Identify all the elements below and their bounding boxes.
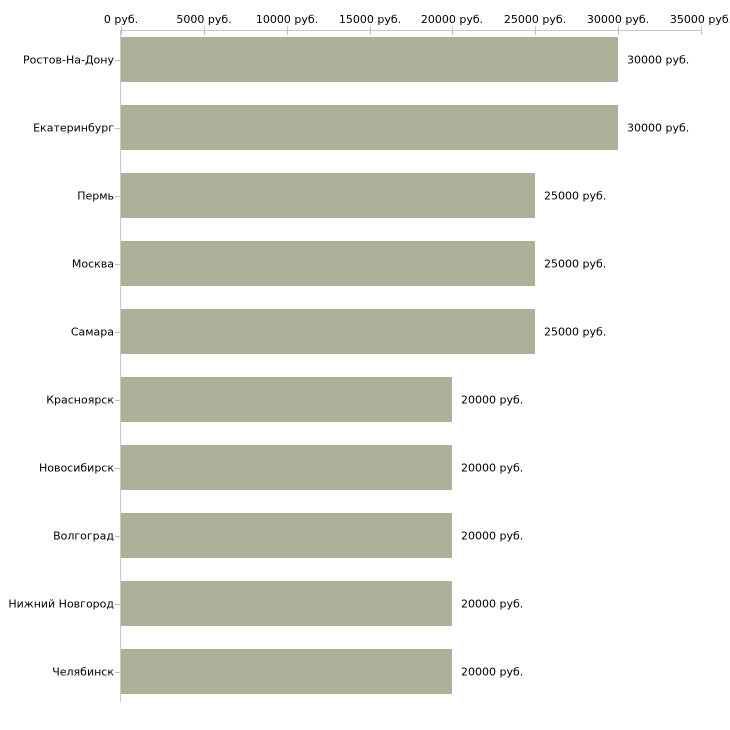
x-axis-tick (287, 26, 288, 35)
y-axis-tick (115, 332, 121, 333)
value-label: 20000 руб. (461, 461, 524, 474)
bar (121, 513, 452, 558)
value-label: 25000 руб. (544, 189, 607, 202)
x-axis-tick (618, 26, 619, 35)
x-axis-tick-label: 20000 руб. (420, 13, 484, 26)
category-label: Екатеринбург (33, 121, 114, 134)
value-label: 20000 руб. (461, 597, 524, 610)
category-label: Ростов-На-Дону (22, 53, 114, 66)
x-axis-tick (535, 26, 536, 35)
x-axis-tick-label: 30000 руб. (586, 13, 650, 26)
bar (121, 173, 535, 218)
y-axis-line (120, 30, 121, 702)
x-axis-tick-label: 5000 руб. (176, 13, 232, 26)
x-axis-tick-label: 35000 руб. (669, 13, 730, 26)
x-axis-tick-label: 0 руб. (103, 13, 139, 26)
y-axis-tick (115, 672, 121, 673)
y-axis-tick (115, 468, 121, 469)
bar (121, 581, 452, 626)
bar (121, 445, 452, 490)
y-axis-tick (115, 196, 121, 197)
bar (121, 37, 618, 82)
x-axis-tick-label: 10000 руб. (255, 13, 319, 26)
category-label: Челябинск (52, 665, 114, 678)
category-label: Нижний Новгород (8, 597, 114, 610)
value-label: 30000 руб. (627, 53, 690, 66)
x-axis-tick (204, 26, 205, 35)
value-label: 25000 руб. (544, 325, 607, 338)
y-axis-tick (115, 264, 121, 265)
category-label: Москва (71, 257, 114, 270)
x-axis-tick-label: 25000 руб. (503, 13, 567, 26)
category-label: Волгоград (53, 529, 114, 542)
y-axis-tick (115, 536, 121, 537)
x-axis-tick (121, 26, 122, 35)
bar (121, 105, 618, 150)
value-label: 20000 руб. (461, 665, 524, 678)
bar (121, 241, 535, 286)
y-axis-tick (115, 60, 121, 61)
y-axis-tick (115, 400, 121, 401)
category-label: Новосибирск (38, 461, 114, 474)
x-axis-tick (701, 26, 702, 35)
category-label: Самара (70, 325, 114, 338)
value-label: 25000 руб. (544, 257, 607, 270)
value-label: 20000 руб. (461, 529, 524, 542)
x-axis-tick (370, 26, 371, 35)
value-label: 20000 руб. (461, 393, 524, 406)
bar (121, 377, 452, 422)
x-axis-line (121, 30, 701, 31)
y-axis-tick (115, 604, 121, 605)
value-label: 30000 руб. (627, 121, 690, 134)
x-axis-tick-label: 15000 руб. (338, 13, 402, 26)
category-label: Красноярск (46, 393, 114, 406)
y-axis-tick (115, 128, 121, 129)
category-label: Пермь (77, 189, 114, 202)
x-axis-tick (452, 26, 453, 35)
bar (121, 309, 535, 354)
bar (121, 649, 452, 694)
